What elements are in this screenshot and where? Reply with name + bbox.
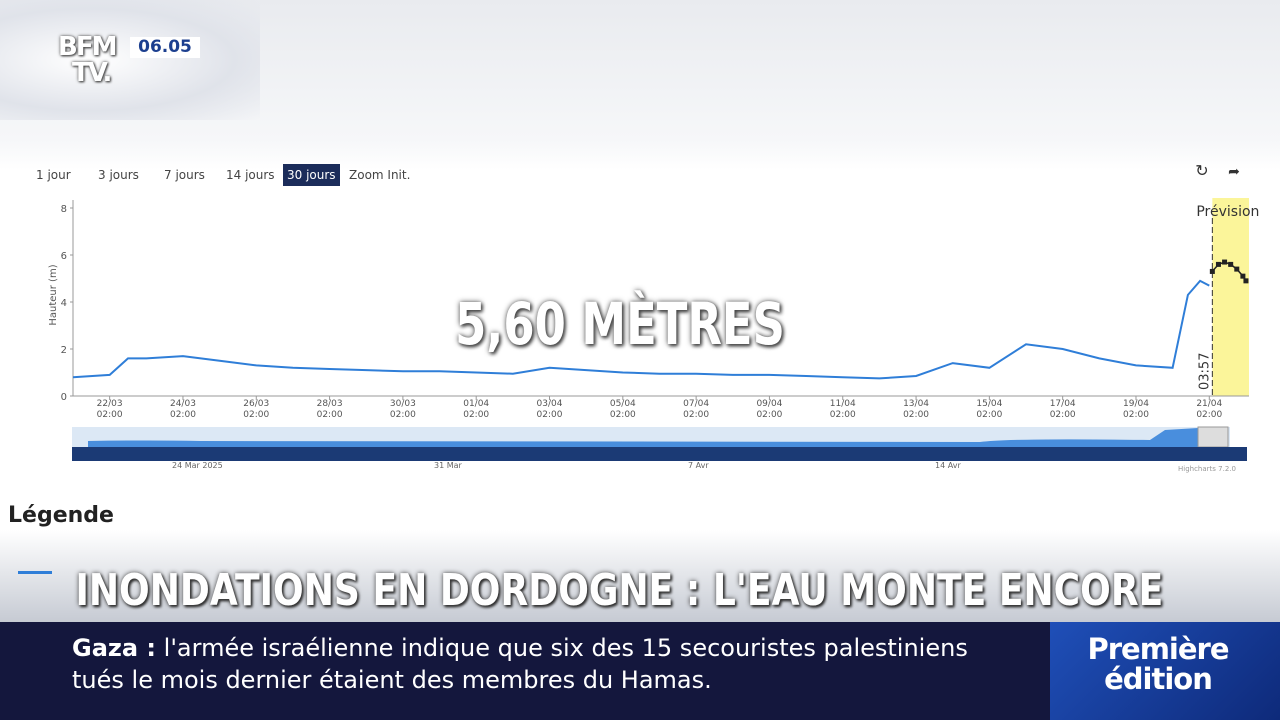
forecast-point (1222, 259, 1228, 265)
x-tick-label: 24/03 02:00 (169, 399, 196, 420)
reload-icon[interactable]: ↻ (1195, 161, 1208, 180)
forecast-label: Prévision (1196, 204, 1259, 220)
x-tick-label: 11/04 02:00 (829, 399, 856, 420)
legend-title: Légende (8, 503, 114, 528)
now-label: 03:57 (1197, 353, 1212, 390)
range-button[interactable]: 7 jours (164, 168, 205, 182)
range-button[interactable]: 14 jours (226, 168, 275, 182)
credit: Highcharts 7.2.0 (1178, 465, 1236, 473)
range-button[interactable]: Zoom Init. (349, 168, 411, 182)
x-tick-label: 03/04 02:00 (536, 399, 563, 420)
forecast-point (1209, 268, 1215, 274)
y-tick-label: 0 (61, 392, 67, 403)
forecast-band (1212, 198, 1249, 396)
x-tick-label: 30/03 02:00 (389, 399, 416, 420)
y-tick-label: 2 (61, 345, 67, 356)
x-tick-label: 19/04 02:00 (1123, 399, 1149, 420)
range-button[interactable]: 1 jour (36, 168, 71, 182)
headline-fade (0, 530, 1280, 625)
forecast-point (1234, 266, 1240, 272)
x-tick-label: 22/03 02:00 (96, 399, 123, 420)
x-tick-label: 15/04 02:00 (976, 399, 1003, 420)
navigator-label: 24 Mar 2025 (172, 461, 223, 470)
show-top: Première (1087, 632, 1229, 666)
forecast-point (1228, 261, 1234, 267)
logo-glow (0, 0, 260, 120)
share-icon[interactable]: ➦ (1228, 164, 1240, 180)
x-tick-label: 26/03 02:00 (243, 399, 270, 420)
forecast-point (1240, 273, 1246, 279)
x-tick-label: 13/04 02:00 (903, 399, 930, 420)
navigator-label: 7 Avr (688, 461, 709, 470)
navigator-label: 14 Avr (935, 461, 961, 470)
ticker-line: l'armée israélienne indique que six des … (163, 634, 968, 662)
x-tick-label: 21/04 02:00 (1196, 399, 1223, 420)
clock: 06.05 (130, 37, 200, 58)
x-tick-label: 28/03 02:00 (316, 399, 343, 420)
headline: INONDATIONS EN DORDOGNE : L'EAU MONTE EN… (75, 565, 1164, 616)
navigator-window (1197, 426, 1229, 448)
forecast-point (1215, 261, 1221, 267)
y-axis-label: Hauteur (m) (48, 264, 59, 325)
series-line (72, 279, 1210, 380)
y-tick-label: 6 (61, 251, 67, 262)
navigator-label: 31 Mar (434, 461, 462, 470)
show-bottom: édition (1104, 662, 1213, 696)
x-tick-label: 09/04 02:00 (756, 399, 783, 420)
x-tick-label: 07/04 02:00 (683, 399, 710, 420)
range-button[interactable]: 30 jours (283, 164, 340, 186)
ticker-line: tués le mois dernier étaient des membres… (72, 666, 712, 694)
value-overlay: 5,60 MÈTRES (455, 290, 785, 358)
logo-bottom: TV. (72, 58, 112, 88)
ticker: Gaza : l'armée israélienne indique que s… (0, 622, 1050, 720)
ticker-label: Gaza : (72, 634, 157, 662)
y-tick-label: 8 (61, 204, 67, 215)
x-tick-label: 05/04 02:00 (609, 399, 636, 420)
logo-top: BFM (58, 32, 117, 62)
y-tick-label: 4 (61, 298, 67, 309)
forecast-point (1243, 278, 1249, 284)
x-tick-label: 17/04 02:00 (1049, 399, 1076, 420)
legend-line (18, 571, 52, 574)
x-tick-label: 01/04 02:00 (463, 399, 490, 420)
scrollbar (72, 447, 1247, 461)
navigator-area (88, 428, 1198, 447)
range-button[interactable]: 3 jours (98, 168, 139, 182)
show-badge: Première édition (1050, 622, 1280, 720)
